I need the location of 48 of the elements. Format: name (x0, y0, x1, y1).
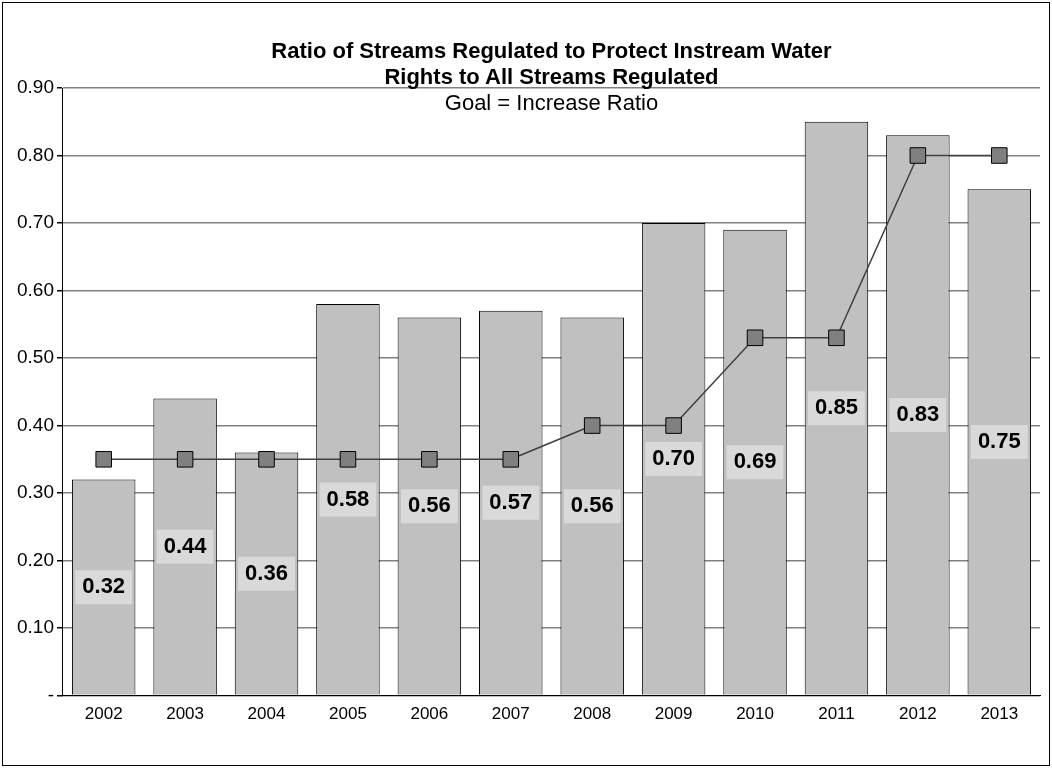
point (258, 451, 275, 468)
x-tick-label: 2011 (818, 704, 855, 724)
point (828, 329, 845, 347)
point (95, 451, 112, 468)
data-label: 0.56 (407, 492, 451, 518)
data-label: 0.44 (163, 532, 208, 558)
y-tick-label: 0.40 (17, 413, 54, 435)
data-label: 0.36 (245, 559, 288, 585)
y-tick-label: 0.60 (17, 278, 54, 300)
data-label: 0.57 (489, 488, 533, 514)
data-label: 0.70 (652, 445, 696, 470)
data-label: 0.69 (733, 448, 777, 474)
x-tick-label: 2003 (166, 704, 205, 724)
y-tick-label: 0.30 (17, 481, 54, 503)
point (746, 329, 764, 347)
point (421, 451, 438, 468)
x-tick-label: 2002 (84, 704, 123, 724)
y-tick-label: 0.70 (17, 211, 54, 233)
point (665, 417, 682, 434)
x-tick-label: 2007 (491, 704, 530, 724)
point (502, 451, 520, 468)
point (909, 147, 927, 164)
x-tick-label: 2010 (736, 704, 774, 724)
x-tick-label: 2009 (654, 704, 693, 724)
point (991, 147, 1008, 164)
data-label: 0.58 (326, 485, 370, 511)
x-tick-label: 2004 (247, 704, 286, 724)
data-label: 0.75 (977, 428, 1021, 454)
point (339, 451, 357, 468)
x-tick-label: 2013 (980, 704, 1019, 724)
point (583, 417, 601, 434)
chart-title: Ratio of Streams Regulated to Protect Instream Water Rights to All Streams Regulated (271, 38, 833, 89)
y-tick-label: 0.20 (17, 548, 54, 570)
x-tick-label: 2005 (329, 704, 367, 724)
y-tick-label: 0.80 (17, 143, 54, 165)
y-tick-label: 0.50 (17, 346, 54, 368)
y-tick-label: 0.10 (17, 616, 54, 638)
x-tick-label: 2006 (410, 704, 449, 724)
data-label: 0.56 (570, 492, 614, 518)
y-tick-label: 0.90 (17, 76, 54, 98)
point (176, 451, 194, 468)
y-tick-label: - (47, 683, 54, 705)
x-tick-label: 2008 (573, 704, 612, 724)
x-tick-label: 2012 (898, 704, 937, 724)
data-label: 0.85 (815, 394, 858, 420)
chart-subtitle: Goal = Increase Ratio (444, 90, 659, 115)
data-label: 0.32 (82, 573, 126, 599)
data-label: 0.83 (896, 401, 940, 427)
